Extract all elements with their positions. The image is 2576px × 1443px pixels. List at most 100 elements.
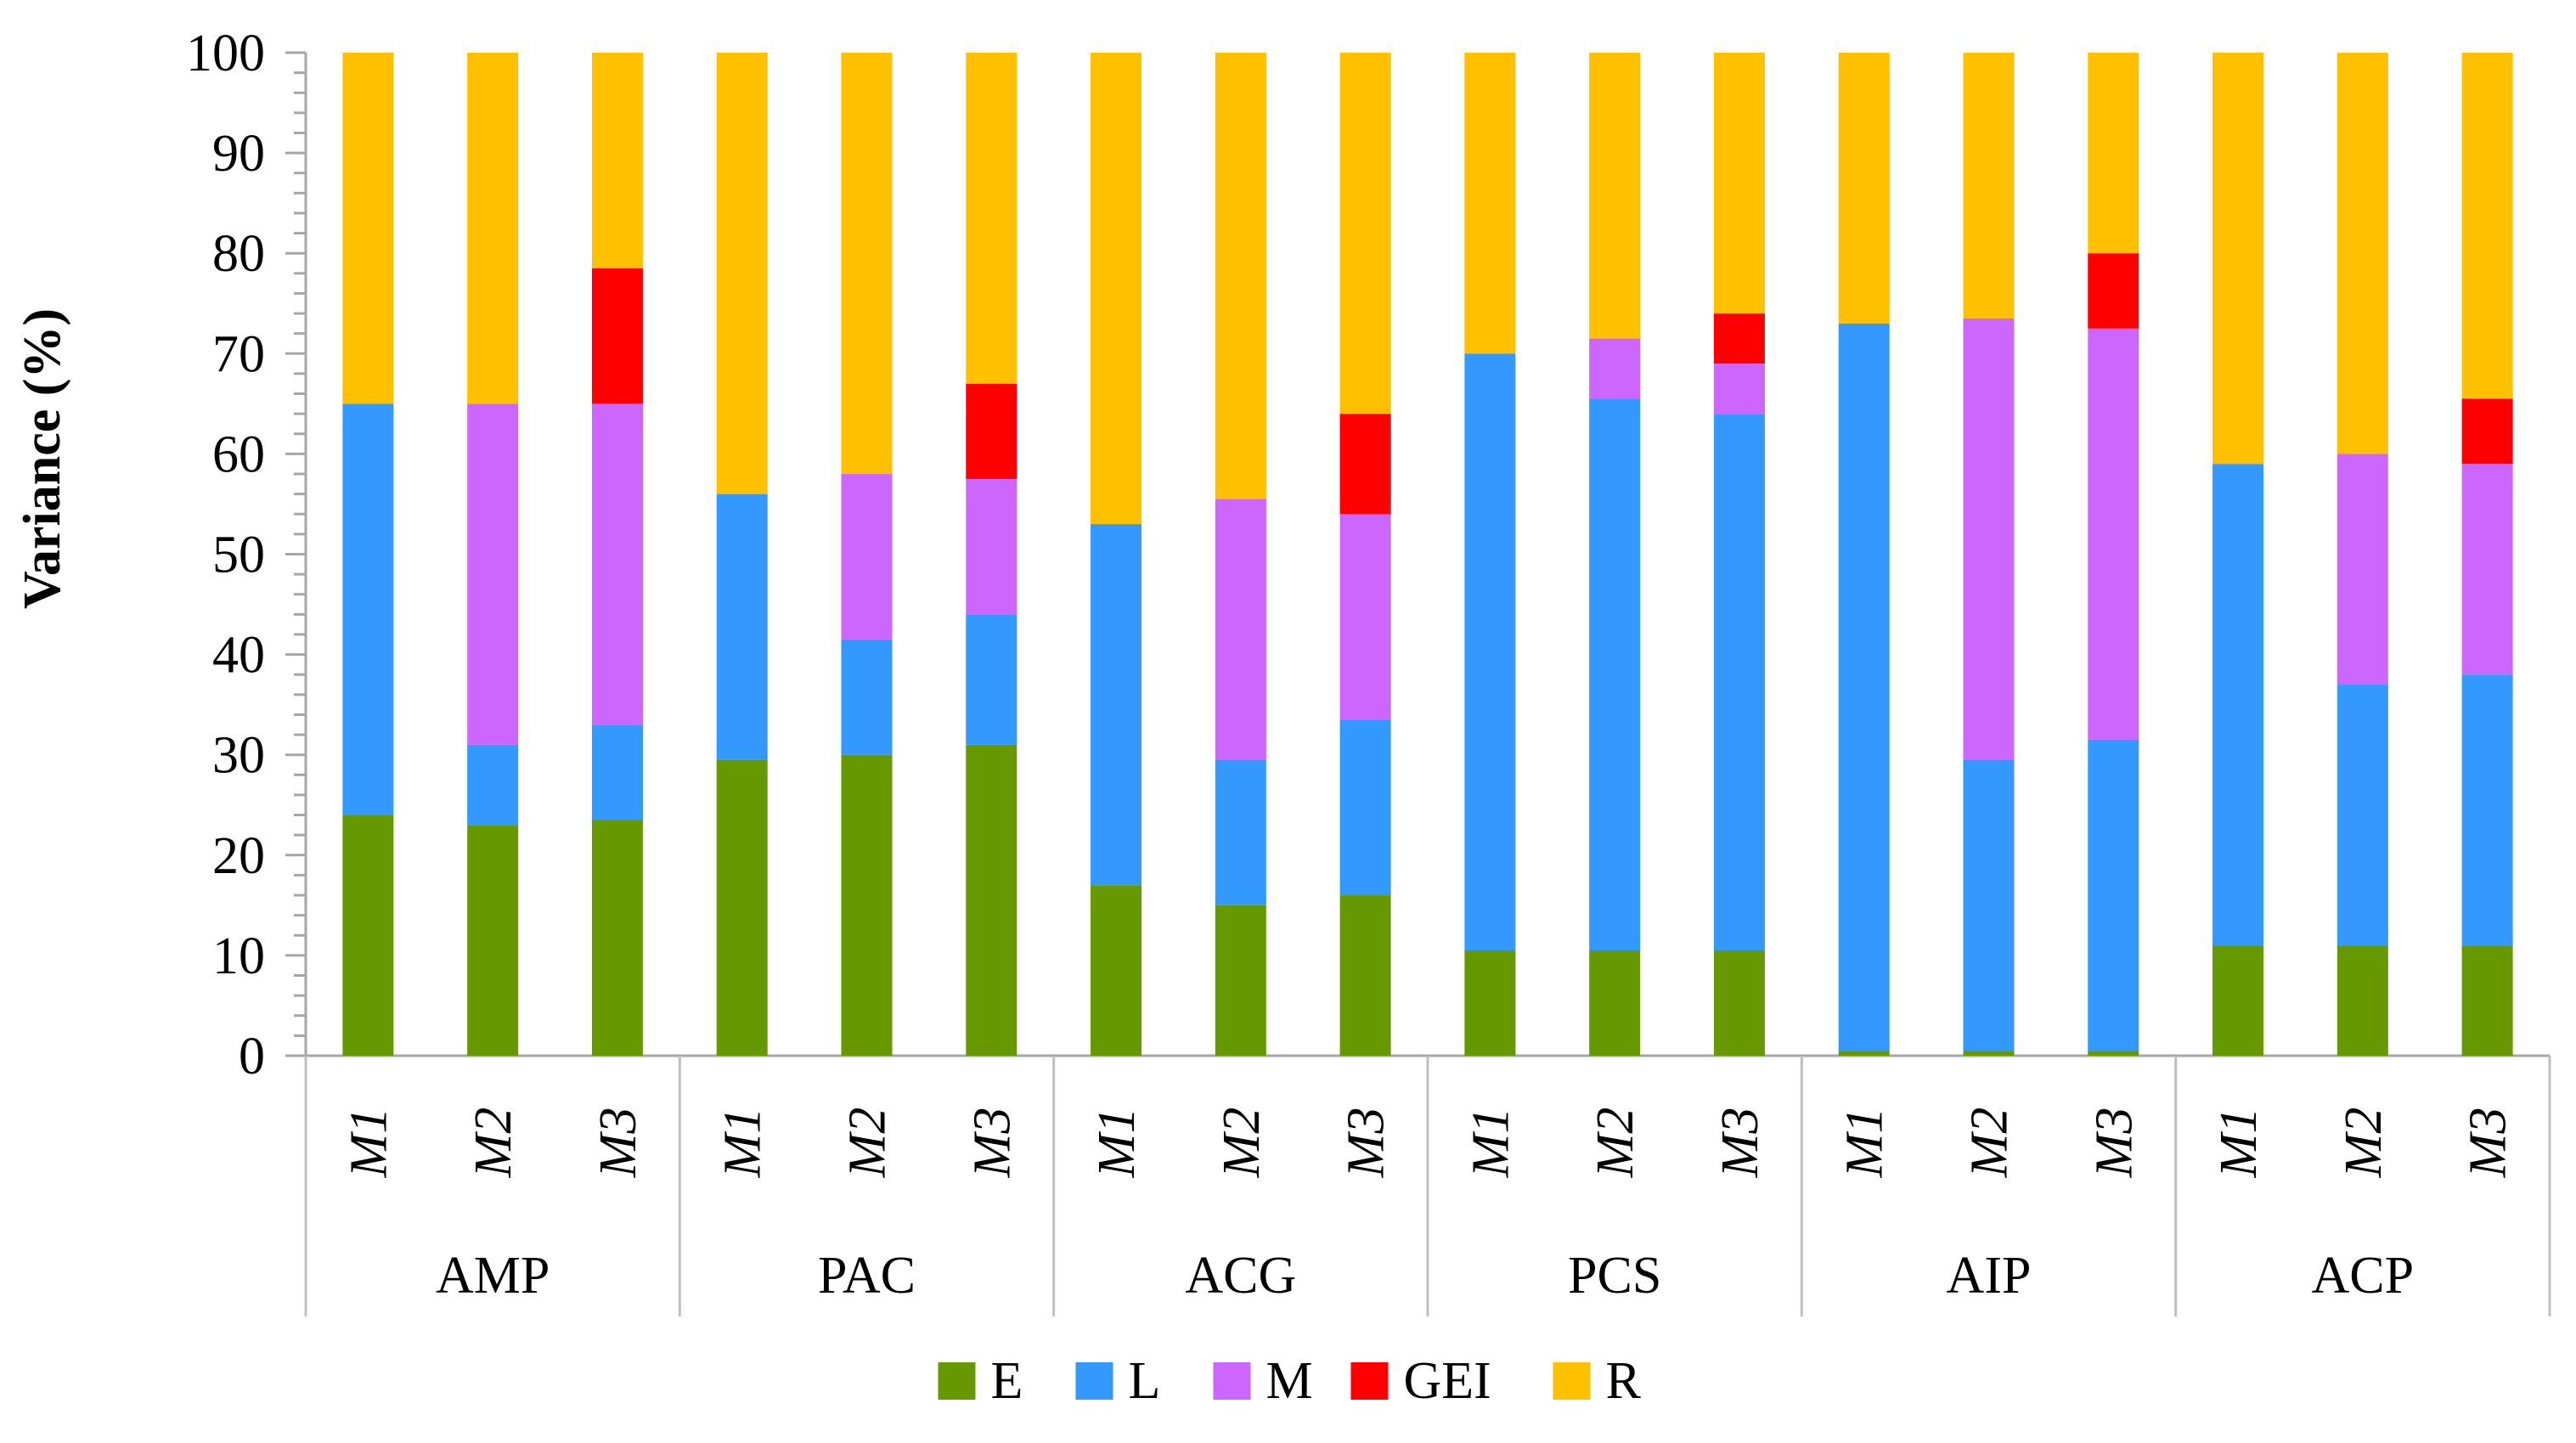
y-tick-label: 50: [212, 527, 265, 584]
bar-pac-m3-gei: [966, 383, 1017, 479]
bar-acp-m2-m: [2336, 454, 2388, 685]
model-label: M1: [1462, 1108, 1519, 1179]
bar-pac-m3-e: [966, 744, 1017, 1056]
legend-swatch-m: [1213, 1362, 1251, 1400]
bar-pcs-m2-l: [1589, 398, 1641, 950]
bar-pcs-m3-l: [1713, 414, 1765, 950]
legend-swatch-r: [1553, 1362, 1591, 1400]
model-label: M3: [589, 1108, 647, 1179]
model-label: M3: [2085, 1108, 2143, 1179]
group-label: AIP: [1947, 1247, 2032, 1305]
axes: [285, 51, 2551, 1316]
model-label: M2: [2335, 1108, 2393, 1179]
bar-acg-m3-gei: [1339, 414, 1391, 515]
bar-pcs-m3-gei: [1713, 313, 1765, 364]
group-label: AMP: [436, 1247, 550, 1305]
bar-acg-m1-e: [1091, 885, 1142, 1056]
bar-acp-m1-l: [2212, 464, 2264, 946]
bar-pac-m1-r: [716, 53, 768, 494]
bar-acg-m2-r: [1215, 53, 1266, 499]
bar-amp-m3-r: [591, 53, 643, 268]
bar-pcs-m1-l: [1464, 353, 1516, 950]
bar-aip-m3-e: [2088, 1051, 2139, 1056]
model-label: M1: [340, 1108, 397, 1179]
model-label: M2: [839, 1108, 897, 1179]
legend-swatch-l: [1075, 1362, 1113, 1400]
bar-amp-m3-gei: [591, 268, 643, 404]
bar-aip-m2-l: [1963, 759, 2015, 1051]
model-label: M1: [714, 1108, 772, 1179]
bar-pac-m3-r: [966, 53, 1017, 384]
bar-amp-m1-r: [342, 53, 394, 404]
bar-aip-m2-m: [1963, 318, 2015, 760]
bar-aip-m3-r: [2088, 53, 2139, 254]
model-label: M2: [1587, 1108, 1644, 1179]
bar-acp-m3-e: [2461, 945, 2513, 1056]
legend-label-m: M: [1266, 1352, 1313, 1410]
bar-acg-m3-m: [1339, 514, 1391, 720]
model-label: M2: [1961, 1108, 2019, 1179]
legend-swatch-e: [938, 1362, 976, 1400]
bar-pcs-m3-r: [1713, 53, 1765, 314]
bar-pcs-m1-e: [1464, 950, 1516, 1056]
bar-acp-m2-r: [2336, 53, 2388, 454]
model-label: M2: [1213, 1108, 1271, 1179]
y-tick-label: 30: [212, 727, 265, 785]
bar-pcs-m3-m: [1713, 364, 1765, 414]
bar-acp-m3-m: [2461, 464, 2513, 675]
y-tick-label: 10: [212, 927, 265, 985]
bar-aip-m3-gei: [2088, 253, 2139, 329]
bar-aip-m1-r: [1838, 53, 1890, 324]
legend: E L M GEI R: [938, 1352, 1642, 1410]
bar-pac-m1-l: [716, 493, 768, 760]
bar-pac-m1-e: [716, 759, 768, 1056]
bar-pcs-m2-r: [1589, 53, 1641, 339]
bar-acp-m2-e: [2336, 945, 2388, 1056]
legend-label-e: E: [991, 1352, 1023, 1410]
model-label: M1: [1836, 1108, 1894, 1179]
bar-acg-m2-m: [1215, 499, 1266, 760]
legend-label-gei: GEI: [1404, 1352, 1491, 1410]
group-label: ACG: [1185, 1247, 1296, 1305]
y-tick-label: 20: [212, 827, 265, 885]
bar-acp-m3-l: [2461, 674, 2513, 946]
bar-amp-m1-l: [342, 403, 394, 815]
bar-aip-m1-l: [1838, 323, 1890, 1051]
legend-label-l: L: [1129, 1352, 1161, 1410]
bar-aip-m1-e: [1838, 1051, 1890, 1056]
y-tick-label: 90: [212, 125, 265, 183]
y-tick-label: 100: [186, 25, 265, 82]
axis-labels: 0 10 20 30 40 50 60 70 80 90 100 M1 M2 M3 AMP M1 M2 M3 PAC…: [186, 25, 2517, 1305]
model-label: M3: [963, 1108, 1021, 1179]
bar-pac-m2-e: [841, 754, 893, 1056]
bar-acg-m3-e: [1339, 895, 1391, 1056]
bar-amp-m1-e: [342, 815, 394, 1056]
bar-amp-m2-m: [467, 403, 519, 745]
bar-amp-m3-m: [591, 403, 643, 725]
y-tick-label: 0: [239, 1028, 265, 1085]
y-tick-label: 70: [212, 325, 265, 383]
bar-pcs-m1-r: [1464, 53, 1516, 354]
bar-pcs-m2-e: [1589, 950, 1641, 1056]
group-label: PCS: [1568, 1247, 1661, 1305]
bar-acp-m1-r: [2212, 53, 2264, 465]
bar-acp-m1-e: [2212, 945, 2264, 1056]
bar-amp-m2-r: [467, 53, 519, 404]
bar-acp-m2-l: [2336, 685, 2388, 946]
bar-pac-m3-l: [966, 614, 1017, 745]
y-tick-label: 60: [212, 426, 265, 483]
bar-pac-m2-m: [841, 474, 893, 640]
bar-acp-m3-r: [2461, 53, 2513, 399]
bar-acg-m3-r: [1339, 53, 1391, 414]
bar-acg-m1-r: [1091, 53, 1142, 525]
legend-label-r: R: [1606, 1352, 1642, 1410]
group-label: PAC: [818, 1247, 916, 1305]
bar-amp-m3-e: [591, 820, 643, 1056]
bar-pcs-m2-m: [1589, 338, 1641, 399]
legend-swatch-gei: [1350, 1362, 1389, 1400]
bar-aip-m3-l: [2088, 739, 2139, 1051]
model-label: M1: [1088, 1108, 1146, 1179]
model-label: M2: [465, 1108, 522, 1179]
